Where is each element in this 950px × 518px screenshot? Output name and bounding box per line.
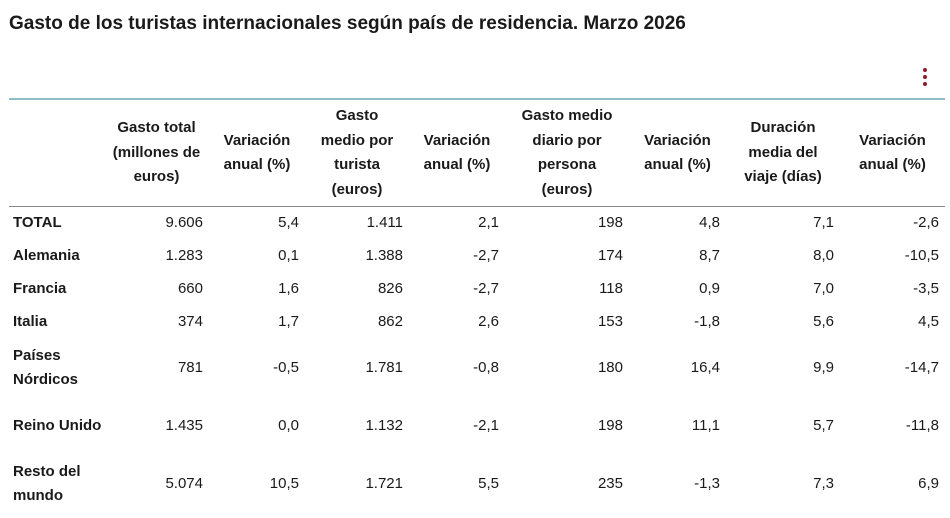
table-cell: 4,5: [918, 313, 939, 331]
table-cell: 0,1: [278, 247, 299, 265]
table-row: Italia 374 1,7 862 2,6 153 -1,8 5,6 4,5: [9, 306, 945, 339]
table-row: Países Nórdicos 781 -0,5 1.781 -0,8 180 …: [9, 339, 945, 397]
table-cell: 1.283: [165, 247, 203, 265]
table-cell: 5,5: [478, 474, 499, 492]
header-row: Gasto total (millones de euros) Variació…: [9, 99, 945, 207]
header-cell-variacion-4: Variación anual (%): [840, 99, 945, 207]
table-cell: -0,8: [473, 358, 499, 376]
data-table: Gasto total (millones de euros) Variació…: [9, 98, 945, 513]
table-cell: 235: [597, 474, 623, 492]
table-cell: 1.388: [365, 247, 403, 265]
table-cell: 5.074: [165, 474, 203, 492]
table-cell: 826: [377, 280, 403, 298]
header-cell-duracion-media: Duración media del viaje (días): [726, 99, 840, 207]
table-cell: 118: [599, 280, 623, 298]
table-cell: 7,1: [813, 214, 834, 232]
row-label: Reino Unido: [13, 416, 102, 434]
menu-dot: [923, 68, 927, 72]
table-cell: -2,7: [473, 247, 499, 265]
header-cell-variacion-3: Variación anual (%): [629, 99, 726, 207]
header-cell-variacion-2: Variación anual (%): [409, 99, 505, 207]
more-vertical-icon[interactable]: [918, 66, 932, 88]
table-cell: 2,1: [478, 214, 499, 232]
header-cell-gasto-medio-turista: Gasto medio por turista (euros): [305, 99, 409, 207]
table-cell: 1.781: [365, 358, 403, 376]
table-cell: -2,7: [473, 280, 499, 298]
header-label: Gasto medio diario por persona (euros): [521, 107, 613, 198]
table-cell: 0,9: [699, 280, 720, 298]
table-cell: -1,8: [694, 313, 720, 331]
table-cell: 2,6: [478, 313, 499, 331]
table-cell: 16,4: [690, 358, 720, 376]
table-cell: 1.721: [365, 474, 403, 492]
table-cell: 1,6: [278, 280, 299, 298]
row-label: Países Nórdicos: [13, 346, 79, 389]
table-cell: 9,9: [813, 358, 834, 376]
table-cell: 198: [597, 214, 623, 232]
table-cell: 1,7: [278, 313, 299, 331]
table-cell: 10,5: [269, 474, 299, 492]
table-cell: -2,6: [913, 214, 939, 232]
table-row: TOTAL 9.606 5,4 1.411 2,1 198 4,8 7,1 -2…: [9, 207, 945, 241]
table-cell: 1.132: [365, 416, 403, 434]
table-cell: 1.411: [366, 214, 403, 232]
row-label: Francia: [13, 280, 67, 298]
table-cell: 4,8: [699, 214, 720, 232]
row-label: TOTAL: [13, 214, 62, 232]
header-label: Variación anual (%): [223, 131, 291, 174]
header-cell-variacion-1: Variación anual (%): [209, 99, 305, 207]
row-label: Resto del mundo: [13, 462, 81, 505]
table-cell: 7,0: [813, 280, 834, 298]
header-label: Variación anual (%): [644, 131, 711, 174]
table-cell: 862: [377, 313, 403, 331]
table-cell: 8,7: [699, 247, 720, 265]
row-label: Alemania: [13, 247, 80, 265]
table-cell: 9.606: [165, 214, 203, 232]
menu-dot: [923, 82, 927, 86]
table-cell: 180: [597, 358, 623, 376]
table-cell: -0,5: [273, 358, 299, 376]
header-label: Gasto medio por turista (euros): [320, 107, 394, 198]
header-label: Duración media del viaje (días): [744, 119, 822, 186]
table-cell: -11,8: [905, 416, 939, 434]
table-cell: 5,7: [813, 416, 834, 434]
header-label: Gasto total (millones de euros): [112, 119, 201, 186]
table-cell: 8,0: [813, 247, 834, 265]
row-label: Italia: [13, 313, 48, 331]
table-cell: 153: [597, 313, 623, 331]
table-row: Alemania 1.283 0,1 1.388 -2,7 174 8,7 8,…: [9, 240, 945, 273]
header-label: Variación anual (%): [859, 131, 926, 174]
table-cell: 6,9: [918, 474, 939, 492]
table-cell: -10,5: [904, 247, 939, 265]
table-cell: 5,4: [278, 214, 299, 232]
header-cell-country: [9, 99, 104, 207]
table-cell: -2,1: [473, 416, 499, 434]
table-row: Resto del mundo 5.074 10,5 1.721 5,5 235…: [9, 455, 945, 513]
table-cell: 660: [177, 280, 203, 298]
table-cell: 5,6: [813, 313, 834, 331]
table-cell: -3,5: [913, 280, 939, 298]
table-cell: 11,1: [691, 416, 720, 434]
table-cell: 1.435: [165, 416, 203, 434]
menu-dot: [923, 75, 927, 79]
table-row: Reino Unido 1.435 0,0 1.132 -2,1 198 11,…: [9, 397, 945, 455]
table-cell: -1,3: [694, 474, 720, 492]
table-cell: 374: [177, 313, 203, 331]
table-cell: -14,7: [904, 358, 939, 376]
table-cell: 7,3: [813, 474, 834, 492]
table-cell: 0,0: [278, 416, 299, 434]
table-cell: 781: [177, 358, 203, 376]
table-cell: 198: [597, 416, 623, 434]
table-row: Francia 660 1,6 826 -2,7 118 0,9 7,0 -3,…: [9, 273, 945, 306]
table-cell: 174: [597, 247, 623, 265]
page-title: Gasto de los turistas internacionales se…: [9, 13, 686, 34]
header-cell-gasto-medio-diario: Gasto medio diario por persona (euros): [505, 99, 629, 207]
header-cell-gasto-total: Gasto total (millones de euros): [104, 99, 209, 207]
header-label: Variación anual (%): [423, 131, 491, 174]
